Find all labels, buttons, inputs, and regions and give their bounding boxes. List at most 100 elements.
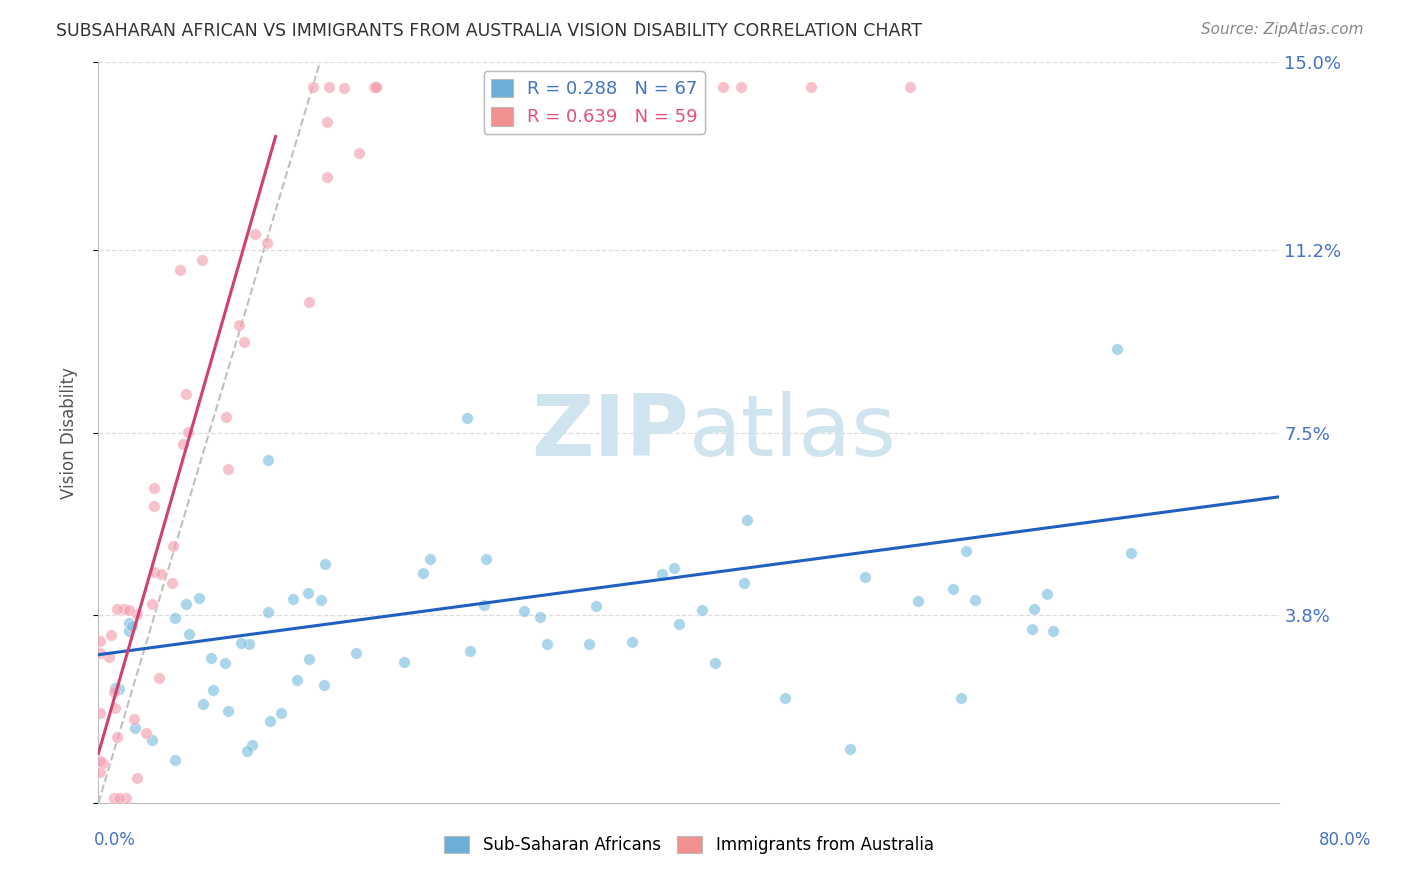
Point: [100, 628, 122, 642]
Point: [474, 551, 496, 566]
Point: [217, 704, 239, 718]
Point: [135, 726, 157, 740]
Point: [228, 318, 250, 333]
Point: [621, 635, 644, 649]
Point: [243, 227, 266, 242]
Point: [214, 409, 236, 424]
Point: [900, 80, 922, 95]
Point: [651, 566, 673, 581]
Point: [176, 387, 198, 401]
Point: [318, 80, 340, 95]
Point: [458, 644, 481, 658]
Point: [108, 682, 131, 697]
Point: [298, 652, 321, 666]
Legend: R = 0.288   N = 67, R = 0.639   N = 59: R = 0.288 N = 67, R = 0.639 N = 59: [484, 71, 704, 134]
Point: [800, 80, 823, 95]
Point: [704, 656, 727, 670]
Point: [942, 582, 965, 597]
Point: [412, 566, 434, 580]
Point: [143, 499, 166, 513]
Point: [855, 570, 877, 584]
Point: [188, 591, 211, 605]
Point: [297, 586, 319, 600]
Point: [141, 597, 163, 611]
Point: [169, 262, 191, 277]
Point: [316, 114, 339, 128]
Point: [103, 685, 125, 699]
Point: [118, 615, 141, 630]
Point: [127, 771, 149, 785]
Point: [191, 697, 214, 711]
Point: [103, 790, 125, 805]
Point: [104, 681, 127, 695]
Point: [91, 756, 114, 771]
Text: Source: ZipAtlas.com: Source: ZipAtlas.com: [1201, 22, 1364, 37]
Point: [232, 334, 254, 349]
Point: [256, 235, 278, 250]
Point: [349, 145, 371, 160]
Point: [366, 80, 388, 95]
Point: [121, 619, 143, 633]
Point: [89, 647, 111, 661]
Point: [711, 80, 734, 95]
Text: 80.0%: 80.0%: [1319, 831, 1372, 849]
Point: [1021, 622, 1043, 636]
Point: [662, 561, 685, 575]
Point: [117, 603, 139, 617]
Point: [281, 592, 304, 607]
Point: [112, 602, 135, 616]
Point: [316, 169, 339, 184]
Point: [733, 576, 755, 591]
Point: [97, 649, 120, 664]
Point: [257, 452, 280, 467]
Point: [585, 599, 607, 613]
Point: [297, 295, 319, 310]
Point: [486, 80, 509, 95]
Point: [104, 701, 127, 715]
Point: [177, 425, 200, 440]
Text: SUBSAHARAN AFRICAN VS IMMIGRANTS FROM AUSTRALIA VISION DISABILITY CORRELATION CH: SUBSAHARAN AFRICAN VS IMMIGRANTS FROM AU…: [56, 22, 922, 40]
Point: [907, 593, 929, 607]
Point: [141, 733, 163, 747]
Point: [89, 706, 111, 721]
Point: [582, 80, 605, 95]
Point: [214, 657, 236, 671]
Point: [118, 624, 141, 638]
Point: [107, 602, 129, 616]
Point: [115, 790, 138, 805]
Point: [668, 617, 690, 632]
Point: [89, 755, 111, 769]
Text: ZIP: ZIP: [531, 391, 689, 475]
Point: [285, 673, 308, 687]
Point: [735, 513, 758, 527]
Point: [536, 637, 558, 651]
Point: [314, 678, 336, 692]
Point: [108, 790, 131, 805]
Point: [1119, 545, 1142, 559]
Point: [217, 461, 239, 475]
Point: [235, 743, 257, 757]
Point: [105, 730, 128, 744]
Point: [162, 539, 184, 553]
Point: [363, 80, 385, 95]
Point: [517, 80, 540, 95]
Point: [148, 671, 170, 685]
Point: [730, 80, 752, 95]
Point: [839, 741, 862, 756]
Point: [302, 80, 325, 95]
Point: [690, 603, 713, 617]
Point: [150, 566, 173, 581]
Point: [1042, 624, 1064, 639]
Point: [89, 764, 111, 779]
Point: [1036, 587, 1059, 601]
Point: [165, 753, 187, 767]
Point: [202, 683, 225, 698]
Point: [200, 651, 222, 665]
Point: [472, 598, 495, 612]
Point: [160, 575, 183, 590]
Y-axis label: Vision Disability: Vision Disability: [59, 367, 77, 499]
Point: [240, 739, 263, 753]
Point: [259, 714, 281, 728]
Point: [1022, 602, 1045, 616]
Point: [512, 604, 534, 618]
